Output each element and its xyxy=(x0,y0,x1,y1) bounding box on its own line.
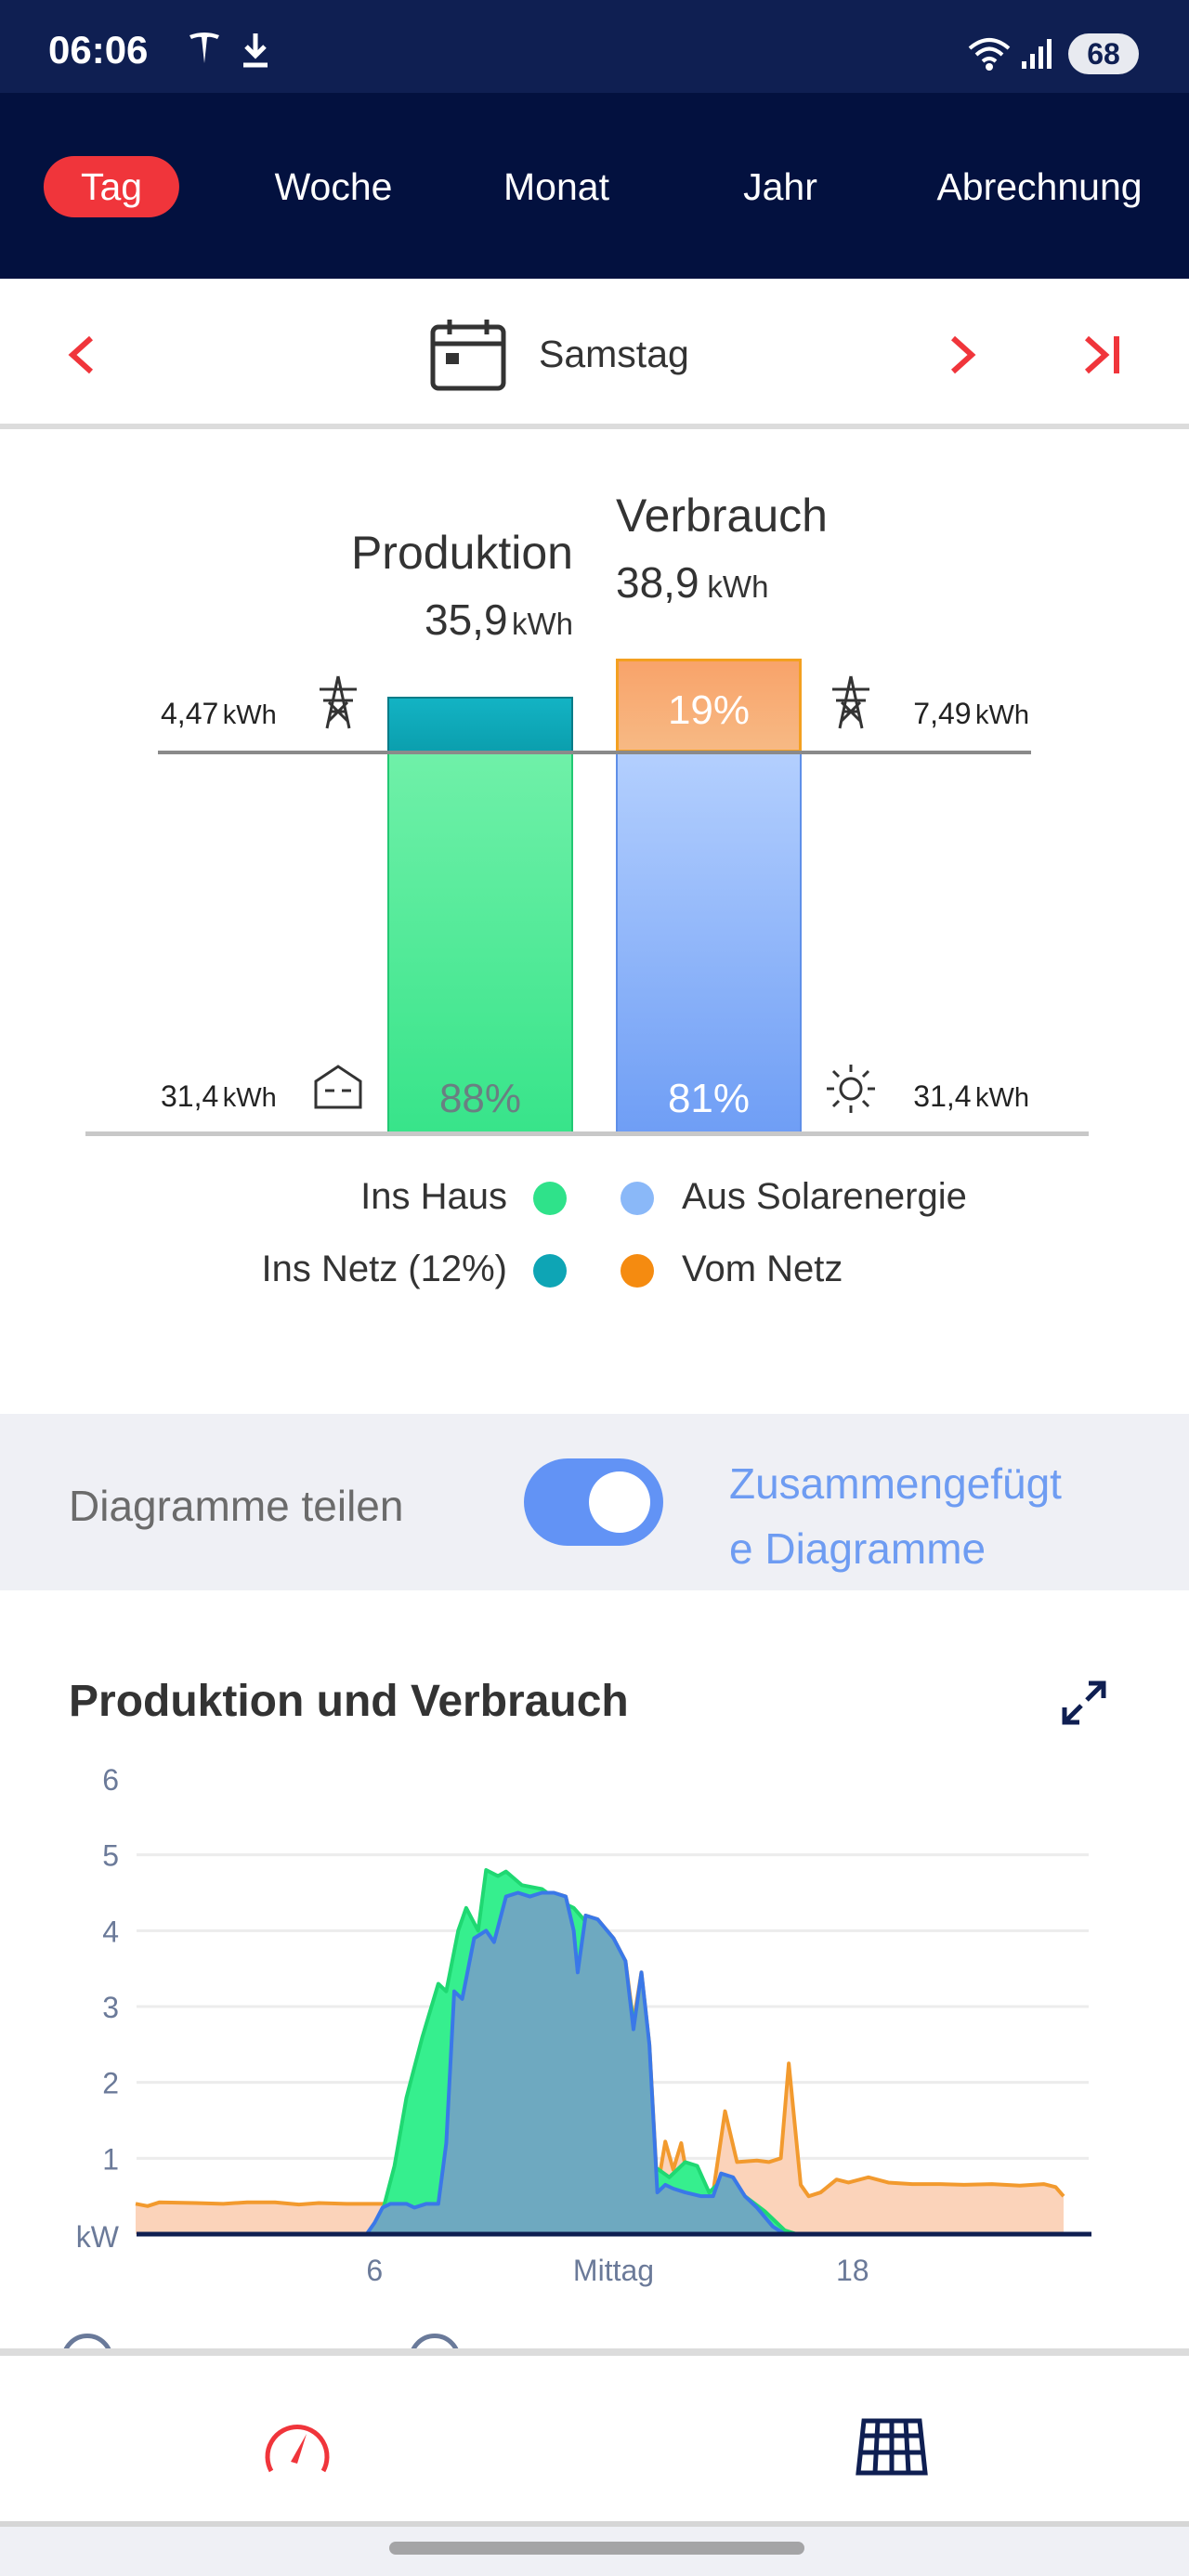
split-charts-label: Diagramme teilen xyxy=(69,1482,404,1530)
production-total: 35,9 kWh xyxy=(425,595,573,645)
legend-ins-netz: Ins Netz (12%) xyxy=(261,1249,507,1289)
legend-dot-aus-solarenergie xyxy=(621,1182,654,1215)
y-tick-label: 3 xyxy=(102,1991,119,2024)
legend-ins-haus: Ins Haus xyxy=(360,1176,507,1217)
to-grid-label: 4,47 kWh xyxy=(161,697,277,731)
from-solar-label: 31,4 kWh xyxy=(913,1079,1029,1114)
bar-from-grid: 19% xyxy=(616,659,802,752)
previous-day-button[interactable] xyxy=(65,334,98,375)
to-house-value: 31,4 xyxy=(161,1079,219,1113)
tab-jahr[interactable]: Jahr xyxy=(743,165,817,208)
from-solar-percent: 81% xyxy=(667,1076,751,1121)
signal-icon xyxy=(1022,39,1052,69)
from-solar-unit: kWh xyxy=(975,1083,1029,1113)
dashboard-gauge-icon[interactable] xyxy=(260,2413,334,2478)
consumption-total: 38,9 kWh xyxy=(616,557,768,608)
from-grid-unit: kWh xyxy=(975,700,1029,730)
status-time: 06:06 xyxy=(48,28,149,72)
production-consumption-chart[interactable]: 6 5 4 3 2 1 kW 6 Mittag 18 xyxy=(0,1590,1189,2348)
status-bar: 06:06 68 xyxy=(0,0,1189,93)
next-day-button[interactable] xyxy=(946,334,979,375)
production-title: Produktion xyxy=(350,527,573,579)
production-unit: kWh xyxy=(512,607,573,641)
bar-from-solar: 81% xyxy=(616,752,802,1133)
to-house-label: 31,4 kWh xyxy=(161,1079,277,1114)
production-value: 35,9 xyxy=(425,595,508,644)
bar-to-grid xyxy=(387,697,573,752)
from-solar-value: 31,4 xyxy=(913,1079,972,1113)
x-tick-label: 6 xyxy=(366,2254,383,2287)
grid-divider-line xyxy=(158,751,1031,754)
from-grid-percent: 19% xyxy=(667,687,751,733)
period-tabs xyxy=(0,93,1189,279)
legend-dot-ins-netz xyxy=(533,1254,567,1288)
series-line-2 xyxy=(365,1890,786,2236)
wifi-icon xyxy=(968,38,1011,71)
consumption-value: 38,9 xyxy=(616,558,699,607)
chart-card: Produktion und Verbrauch 6 5 4 3 2 1 kW 6 Mittag… xyxy=(0,1590,1189,2386)
calendar-icon[interactable] xyxy=(429,318,507,392)
jump-to-today-button[interactable] xyxy=(1081,334,1124,375)
legend-dot-ins-haus xyxy=(533,1182,567,1215)
download-icon xyxy=(243,33,268,68)
bar-to-house: 88% xyxy=(387,752,573,1133)
tab-tag[interactable]: Tag xyxy=(43,156,180,217)
to-grid-unit: kWh xyxy=(222,700,277,730)
legend-dot-vom-netz xyxy=(621,1254,654,1288)
from-grid-value: 7,49 xyxy=(913,697,972,730)
date-label[interactable]: Samstag xyxy=(539,333,689,375)
gesture-area xyxy=(0,2527,1189,2576)
to-house-unit: kWh xyxy=(222,1083,277,1113)
tesla-icon xyxy=(189,33,219,63)
home-gesture-bar[interactable] xyxy=(389,2542,804,2555)
y-tick-label: 4 xyxy=(102,1915,119,1948)
split-charts-toggle[interactable] xyxy=(524,1458,663,1546)
power-pylon-icon xyxy=(320,675,357,729)
tab-monat[interactable]: Monat xyxy=(503,165,609,208)
y-tick-label: 2 xyxy=(102,2067,119,2100)
combined-charts-link-line1: Zusammengefügt xyxy=(729,1459,1062,1508)
battery-indicator: 68 xyxy=(1068,33,1139,74)
x-tick-label: Mittag xyxy=(573,2254,654,2287)
to-house-percent: 88% xyxy=(438,1076,522,1121)
tab-woche[interactable]: Woche xyxy=(274,165,393,208)
tab-abrechnung[interactable]: Abrechnung xyxy=(936,165,1143,208)
combined-charts-link[interactable]: Zusammengefügt e Diagramme xyxy=(729,1451,1062,1581)
date-navigation: Samstag xyxy=(0,279,1189,429)
power-pylon-icon xyxy=(832,675,869,729)
chart-title: Produktion und Verbrauch xyxy=(69,1677,629,1726)
legend-aus-solarenergie: Aus Solarenergie xyxy=(682,1176,967,1217)
house-icon xyxy=(314,1065,362,1109)
to-grid-value: 4,47 xyxy=(161,697,219,730)
sun-icon xyxy=(827,1065,875,1113)
solar-panel-icon[interactable] xyxy=(855,2417,929,2477)
baseline xyxy=(85,1131,1089,1136)
y-tick-label: 5 xyxy=(102,1839,119,1873)
split-charts-row: Diagramme teilen Zusammengefügt e Diagra… xyxy=(0,1414,1189,1590)
y-axis-unit: kW xyxy=(76,2220,120,2254)
bottom-navigation xyxy=(0,2348,1189,2527)
x-tick-label: 18 xyxy=(836,2254,869,2287)
from-grid-label: 7,49 kWh xyxy=(913,697,1029,731)
energy-summary: Produktion 35,9 kWh Verbrauch 38,9 kWh 8… xyxy=(0,435,1189,1414)
expand-icon[interactable] xyxy=(1061,1680,1107,1726)
consumption-unit: kWh xyxy=(707,569,769,604)
toggle-knob xyxy=(589,1471,650,1533)
legend-vom-netz: Vom Netz xyxy=(682,1249,843,1289)
series-area-2 xyxy=(366,1892,785,2234)
combined-charts-link-line2: e Diagramme xyxy=(729,1524,986,1573)
y-tick-label: 6 xyxy=(102,1763,119,1797)
consumption-title: Verbrauch xyxy=(616,490,828,542)
y-tick-label: 1 xyxy=(102,2142,119,2176)
